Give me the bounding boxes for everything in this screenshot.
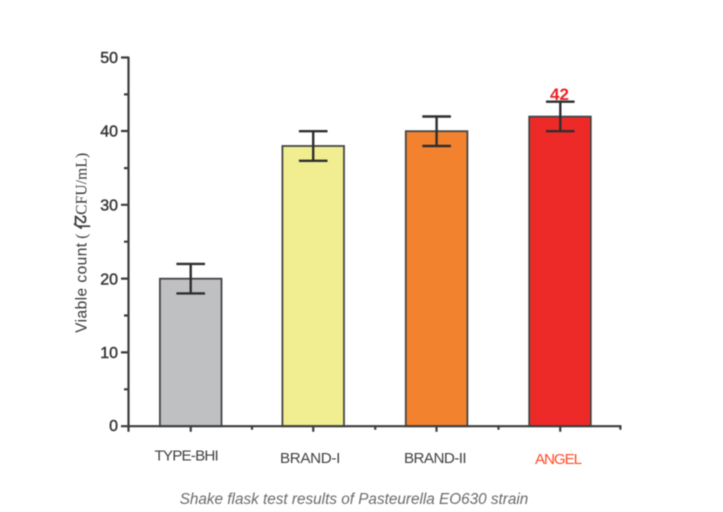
svg-text:Shake flask test results of Pa: Shake flask test results of Pasteurella … [180, 491, 529, 508]
svg-text:ANGEL: ANGEL [535, 451, 582, 468]
svg-text:30: 30 [100, 198, 118, 215]
svg-text:20: 20 [100, 271, 118, 288]
svg-text:BRAND-II: BRAND-II [404, 450, 466, 467]
svg-text:CFU/mL): CFU/mL) [73, 153, 90, 215]
svg-text:(: ( [73, 234, 90, 239]
svg-text:0: 0 [109, 418, 118, 435]
svg-text:BRAND-I: BRAND-I [280, 450, 340, 467]
svg-text:Viable count: Viable count [73, 242, 90, 333]
svg-text:10: 10 [100, 345, 118, 362]
svg-text:42: 42 [550, 85, 569, 104]
svg-text:TYPE-BHI: TYPE-BHI [154, 447, 217, 464]
svg-text:50: 50 [100, 50, 118, 67]
svg-text:40: 40 [100, 124, 118, 141]
